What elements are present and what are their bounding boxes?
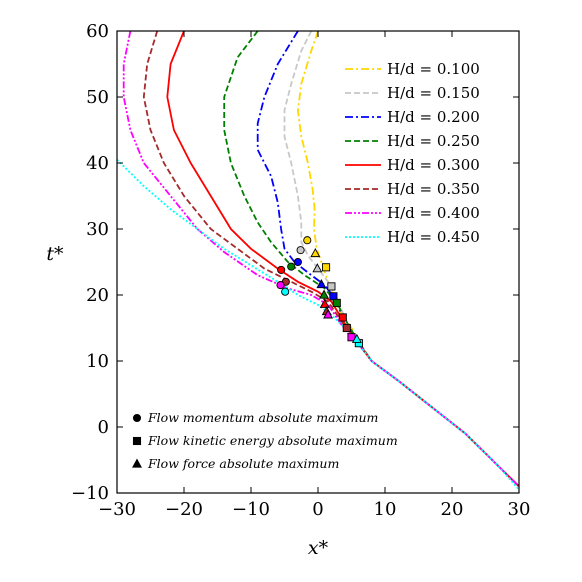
x-tick-label-2: −10 (232, 499, 270, 520)
legend-label-3: H/d = 0.250 (387, 132, 480, 150)
x-tick-label-3: 0 (312, 499, 323, 520)
square-marker-10 (329, 292, 338, 301)
legend: H/d = 0.100 H/d = 0.150 H/d = 0.200 H/d = 0… (345, 60, 480, 246)
x-axis-label: x* (308, 537, 329, 559)
circle-marker-2 (293, 257, 302, 267)
y-axis-label: t* (46, 243, 64, 265)
legend-label-6: H/d = 0.400 (387, 204, 480, 222)
marker-legend-symbol-2 (132, 458, 142, 468)
y-tick-label-5: 40 (86, 153, 109, 174)
circle-marker-7 (281, 287, 290, 296)
x-tick-label-1: −20 (165, 499, 203, 520)
circle-marker-6 (276, 281, 285, 290)
marker-legend-label-0: Flow momentum absolute maximum (147, 410, 378, 425)
legend-label-0: H/d = 0.100 (387, 60, 480, 78)
marker-legend-symbol-1 (132, 436, 142, 446)
square-marker-12 (338, 313, 347, 322)
series-line-0 (296, 30, 520, 488)
square-marker-8 (321, 263, 331, 272)
x-tick-label-4: 10 (374, 499, 397, 520)
y-tick-label-4: 30 (86, 219, 109, 240)
legend-label-2: H/d = 0.200 (387, 108, 480, 126)
x-tick-label-0: −30 (98, 499, 136, 520)
x-tick-label-6: 30 (508, 499, 531, 520)
ticks-layer: −30 −20 −10 0 10 20 30 −10 0 10 20 30 40 50 60 (71, 21, 530, 520)
square-marker-9 (327, 282, 336, 291)
x-tick-label-5: 20 (441, 499, 464, 520)
legend-label-4: H/d = 0.300 (387, 156, 480, 174)
triangle-marker-22 (323, 309, 334, 319)
triangle-marker-17 (312, 263, 323, 273)
markers-layer (276, 236, 363, 348)
square-marker-11 (332, 298, 341, 307)
y-tick-label-2: 10 (86, 351, 109, 372)
legend-label-5: H/d = 0.350 (387, 180, 480, 198)
marker-legend-symbol-0 (132, 413, 142, 423)
y-tick-label-7: 60 (86, 21, 109, 42)
y-tick-label-3: 20 (86, 285, 109, 306)
triangle-marker-18 (316, 279, 327, 289)
triangle-marker-19 (319, 289, 329, 299)
y-tick-label-1: 0 (98, 417, 109, 438)
marker-legend-label-2: Flow force absolute maximum (147, 456, 339, 471)
y-tick-label-0: −10 (71, 483, 109, 504)
marker-legend: Flow momentum absolute maximum Flow kinet… (132, 410, 398, 471)
y-tick-label-6: 50 (86, 87, 109, 108)
triangle-marker-23 (351, 333, 362, 343)
circle-marker-3 (287, 262, 296, 271)
series-line-3 (223, 30, 520, 488)
marker-legend-label-1: Flow kinetic energy absolute maximum (147, 433, 398, 448)
circle-marker-0 (303, 236, 312, 245)
legend-label-7: H/d = 0.450 (387, 228, 480, 246)
triangle-marker-16 (310, 247, 321, 258)
square-marker-13 (342, 323, 351, 333)
legend-label-1: H/d = 0.150 (387, 84, 480, 102)
circle-marker-1 (296, 246, 305, 255)
circle-marker-4 (277, 265, 286, 274)
triangle-marker-20 (319, 298, 330, 308)
x-axis-label-text: x* (308, 537, 329, 559)
